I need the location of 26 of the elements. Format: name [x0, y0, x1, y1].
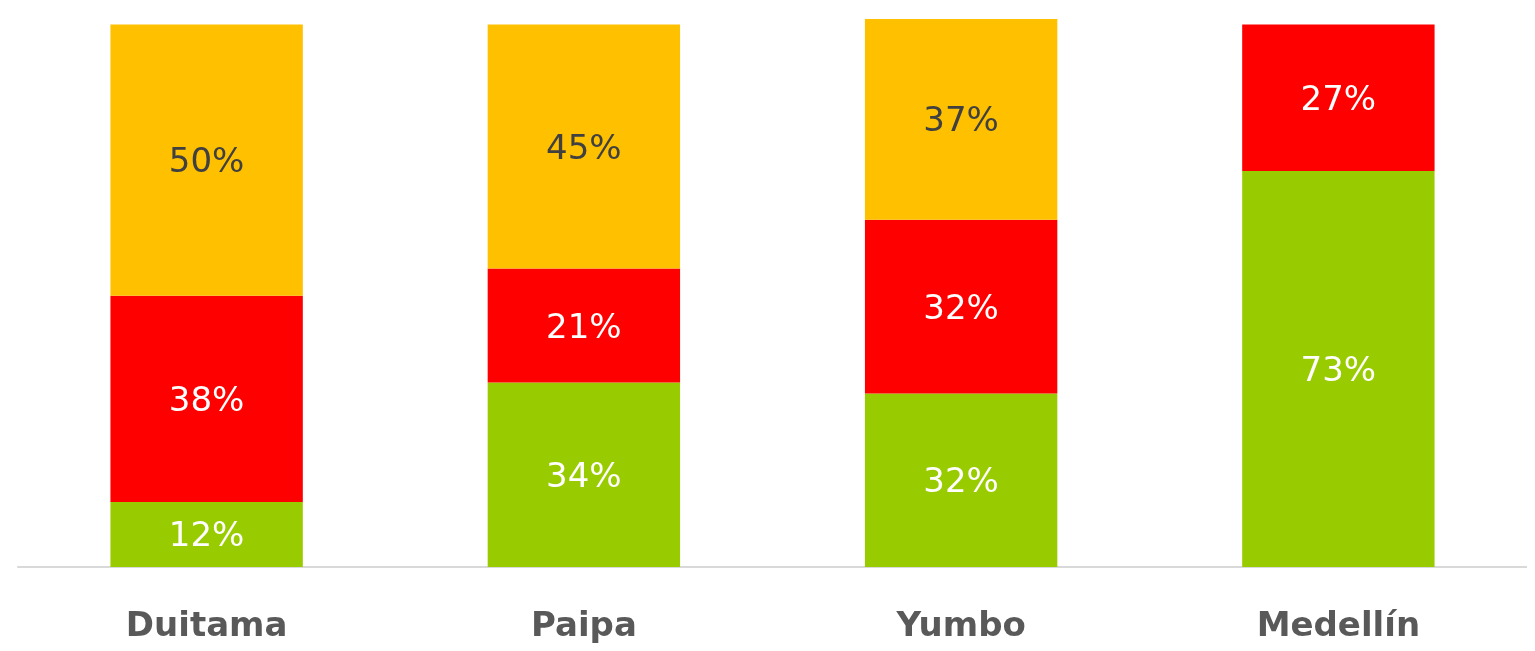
bar — [864, 219, 1058, 394]
data-label: 32% — [923, 460, 999, 501]
bar — [1242, 24, 1435, 171]
bar — [487, 268, 681, 383]
bar — [487, 382, 681, 567]
data-label: 21% — [546, 305, 622, 346]
data-label: 12% — [168, 514, 245, 555]
data-label: 37% — [923, 99, 999, 140]
data-label: 34% — [546, 454, 622, 495]
data-label: 45% — [546, 126, 622, 167]
data-label: 27% — [1300, 77, 1377, 118]
bar — [110, 295, 303, 502]
data-label: 73% — [1300, 348, 1377, 389]
bar — [110, 501, 303, 567]
data-label: 50% — [168, 140, 245, 181]
x-tick-label: Paipa — [530, 604, 637, 644]
x-tick-label: Yumbo — [895, 604, 1026, 644]
bar — [487, 24, 681, 269]
bar — [864, 393, 1058, 567]
x-tick-label: Medellín — [1256, 604, 1421, 644]
bar — [864, 19, 1058, 220]
data-label: 38% — [168, 378, 245, 419]
bar — [1242, 170, 1435, 567]
bar — [110, 24, 303, 296]
x-tick-label: Duitama — [125, 604, 288, 644]
data-label: 32% — [923, 286, 999, 327]
